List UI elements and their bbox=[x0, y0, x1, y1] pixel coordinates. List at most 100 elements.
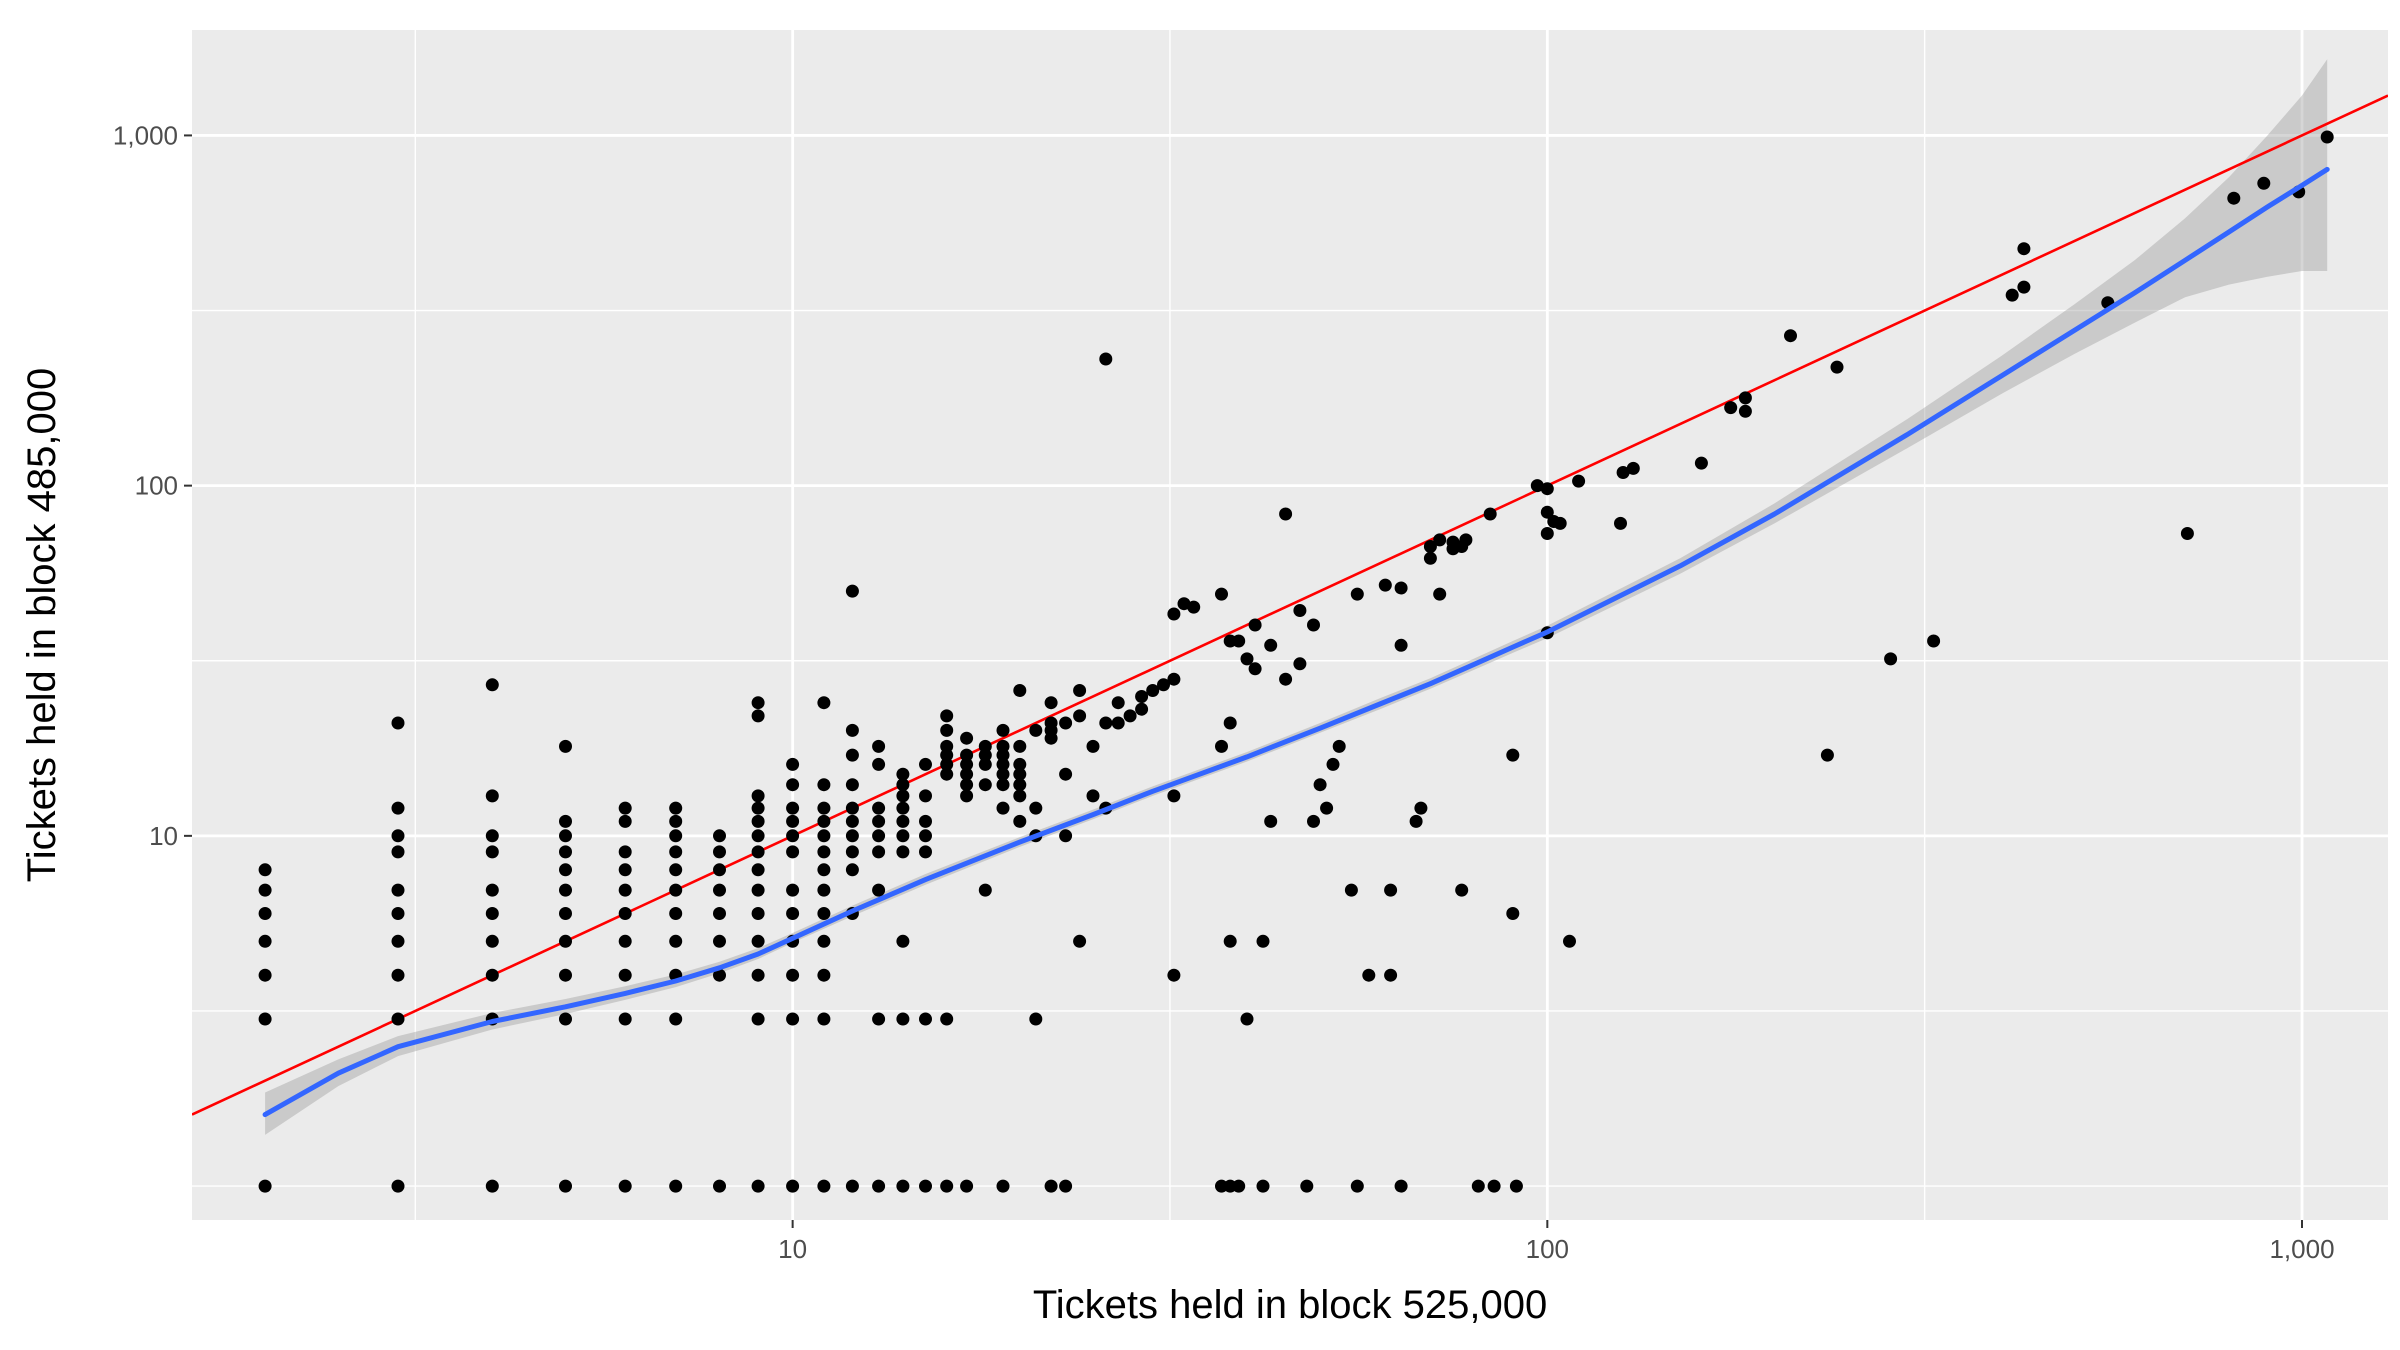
data-point bbox=[896, 778, 910, 792]
data-point bbox=[751, 907, 765, 920]
data-point bbox=[1378, 578, 1392, 592]
data-point bbox=[845, 845, 859, 859]
data-point bbox=[817, 1179, 831, 1193]
data-point bbox=[1540, 505, 1554, 519]
data-point bbox=[1073, 709, 1087, 723]
data-point bbox=[1167, 789, 1181, 803]
data-point bbox=[713, 934, 726, 948]
data-point bbox=[485, 829, 499, 843]
data-point bbox=[1433, 533, 1447, 547]
data-point bbox=[919, 845, 932, 859]
data-point bbox=[713, 845, 726, 859]
data-point bbox=[1013, 739, 1027, 753]
data-point bbox=[940, 723, 954, 737]
data-point bbox=[1414, 801, 1428, 815]
data-point bbox=[1820, 748, 1834, 762]
data-point bbox=[391, 907, 405, 920]
data-point bbox=[1320, 801, 1334, 815]
data-point bbox=[669, 907, 683, 920]
data-point bbox=[485, 789, 499, 803]
data-point bbox=[1135, 690, 1149, 703]
data-point bbox=[896, 845, 910, 859]
data-points bbox=[258, 130, 2334, 1193]
data-point bbox=[1616, 466, 1630, 479]
data-point bbox=[1784, 329, 1797, 343]
data-point bbox=[1044, 1179, 1058, 1193]
data-point bbox=[1013, 814, 1027, 828]
data-point bbox=[1240, 652, 1254, 666]
data-point bbox=[391, 1179, 405, 1193]
data-point bbox=[713, 968, 726, 982]
data-point bbox=[978, 757, 992, 771]
data-point bbox=[817, 814, 831, 828]
major-gridlines bbox=[192, 30, 2388, 1220]
data-point bbox=[669, 863, 683, 877]
data-point bbox=[1099, 352, 1113, 366]
data-point bbox=[1455, 883, 1469, 897]
data-point bbox=[786, 845, 800, 859]
smooth-trend-line bbox=[262, 166, 2330, 1118]
data-point bbox=[258, 863, 272, 877]
data-point bbox=[1167, 607, 1181, 621]
data-point bbox=[2257, 176, 2271, 190]
data-point bbox=[896, 829, 910, 843]
data-point bbox=[786, 907, 800, 920]
data-point bbox=[751, 814, 765, 828]
data-point bbox=[559, 907, 572, 920]
data-point bbox=[391, 883, 405, 897]
data-point bbox=[872, 883, 886, 897]
data-point bbox=[1256, 934, 1270, 948]
data-point bbox=[1123, 709, 1137, 723]
data-point bbox=[1059, 716, 1073, 730]
data-point bbox=[960, 757, 974, 771]
data-point bbox=[713, 829, 726, 843]
data-point bbox=[1506, 907, 1520, 920]
data-point bbox=[618, 1012, 632, 1026]
minor-gridlines bbox=[192, 30, 2388, 1220]
data-point bbox=[391, 716, 405, 730]
data-point bbox=[669, 845, 683, 859]
data-point bbox=[1738, 391, 1752, 405]
data-point bbox=[1059, 1179, 1073, 1193]
data-point bbox=[817, 1012, 831, 1026]
data-point bbox=[669, 801, 683, 815]
data-point bbox=[1626, 461, 1640, 475]
data-point bbox=[1332, 739, 1346, 753]
data-point bbox=[960, 1179, 974, 1193]
data-point bbox=[1111, 716, 1125, 730]
data-point bbox=[1111, 696, 1125, 710]
data-point bbox=[1029, 801, 1043, 815]
data-point bbox=[559, 883, 572, 897]
y-tick-label: 10 bbox=[149, 821, 178, 851]
data-point bbox=[1423, 540, 1437, 553]
data-point bbox=[940, 767, 954, 781]
data-point bbox=[996, 739, 1010, 753]
data-point bbox=[786, 814, 800, 828]
data-point bbox=[2320, 130, 2334, 144]
data-point bbox=[1135, 702, 1149, 716]
data-point bbox=[872, 814, 886, 828]
data-point bbox=[817, 968, 831, 982]
data-point bbox=[1724, 401, 1738, 415]
plot-content bbox=[192, 59, 2388, 1193]
data-point bbox=[1013, 767, 1027, 781]
data-point bbox=[872, 1012, 886, 1026]
y-axis-title: Tickets held in block 485,000 bbox=[20, 368, 64, 882]
data-point bbox=[817, 845, 831, 859]
data-point bbox=[2005, 288, 2019, 302]
data-point bbox=[1553, 516, 1567, 530]
data-point bbox=[751, 968, 765, 982]
data-point bbox=[919, 789, 932, 803]
data-point bbox=[713, 907, 726, 920]
data-point bbox=[559, 845, 572, 859]
data-point bbox=[559, 968, 572, 982]
data-point bbox=[1086, 789, 1100, 803]
data-point bbox=[940, 1179, 954, 1193]
data-point bbox=[1059, 829, 1073, 843]
data-point bbox=[1487, 1179, 1501, 1193]
y-axis-ticks: 10 100 1,000 bbox=[113, 120, 192, 851]
data-point bbox=[751, 801, 765, 815]
data-point bbox=[1307, 618, 1320, 632]
data-point bbox=[872, 801, 886, 815]
